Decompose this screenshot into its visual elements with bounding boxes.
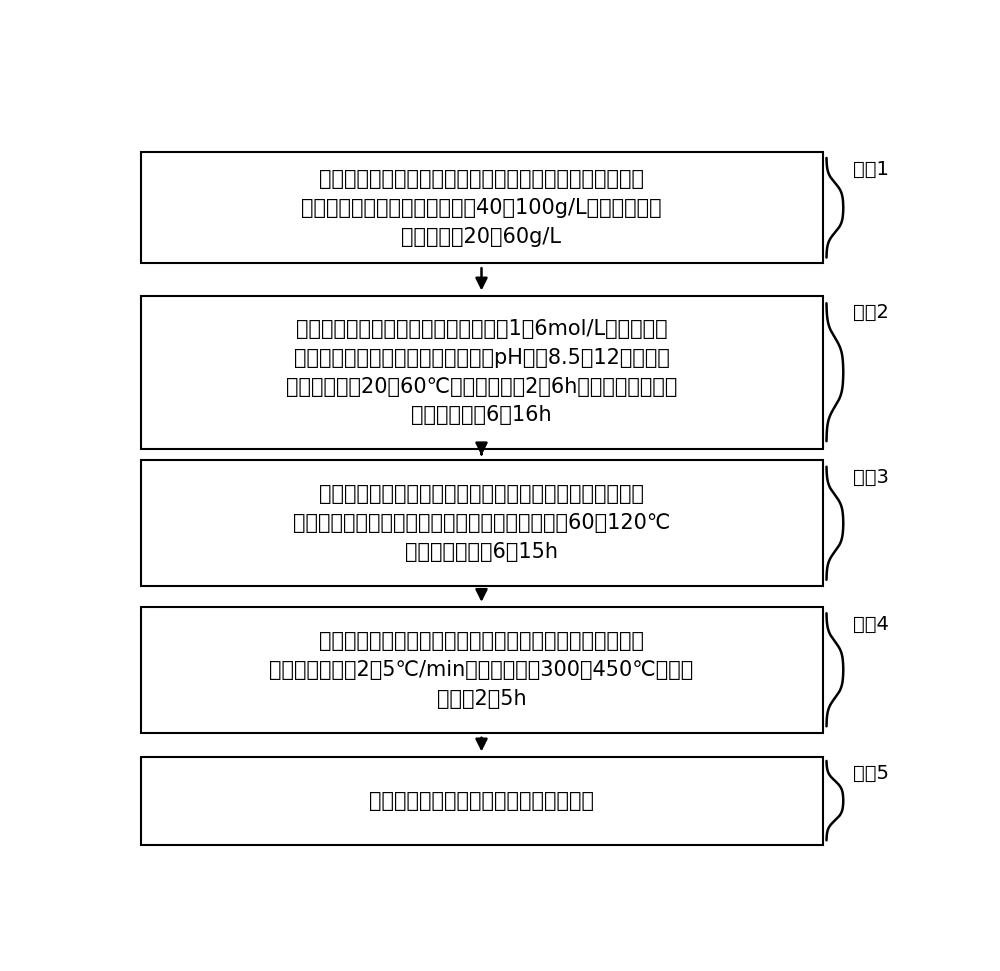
FancyBboxPatch shape <box>140 295 822 449</box>
Text: 将七水合硫酸钴和无水硫酸铜溶于水配制前驱体本体溶液，
其中，所述七水合硫酸钴浓度为40～100g/L，所述无水硫
酸铜浓度为20～60g/L: 将七水合硫酸钴和无水硫酸铜溶于水配制前驱体本体溶液， 其中，所述七水合硫酸钴浓度… <box>301 169 662 247</box>
Text: 在对溶液保持搅拌的条件下，将浓度为1～6mol/L的氢氧化钾
溶液逐滴加入到溶液中，调节溶液的pH值为8.5～12，控制溶
液反应温度为20～60℃，反应时间为: 在对溶液保持搅拌的条件下，将浓度为1～6mol/L的氢氧化钾 溶液逐滴加入到溶液… <box>286 319 677 425</box>
Text: 烧结后降温至室温，得到铜钴析氧催化剂: 烧结后降温至室温，得到铜钴析氧催化剂 <box>369 790 594 811</box>
Text: 将所述前驱体材料研磨成粉，置于烧结炉中烧结，烧结条件
为：升温速率为2～5℃/min，烧结温度为300～450℃，烧结
时间为2～5h: 将所述前驱体材料研磨成粉，置于烧结炉中烧结，烧结条件 为：升温速率为2～5℃/m… <box>269 631 694 709</box>
Text: 对溶液进行真空抽滤洗涤，将得到的滤饼用水洗涤后置于烘
箱中干燥，得到前驱体材料，其中，干燥温度设为60～120℃
，干燥时间设为6～15h: 对溶液进行真空抽滤洗涤，将得到的滤饼用水洗涤后置于烘 箱中干燥，得到前驱体材料，… <box>293 485 670 562</box>
FancyBboxPatch shape <box>140 152 822 263</box>
Text: 步骤3: 步骤3 <box>854 468 889 486</box>
FancyBboxPatch shape <box>140 756 822 845</box>
FancyBboxPatch shape <box>140 460 822 586</box>
Text: 步骤4: 步骤4 <box>854 615 889 633</box>
Text: 步骤2: 步骤2 <box>854 303 889 322</box>
Text: 步骤1: 步骤1 <box>854 160 889 179</box>
FancyBboxPatch shape <box>140 607 822 732</box>
Text: 步骤5: 步骤5 <box>854 764 890 783</box>
